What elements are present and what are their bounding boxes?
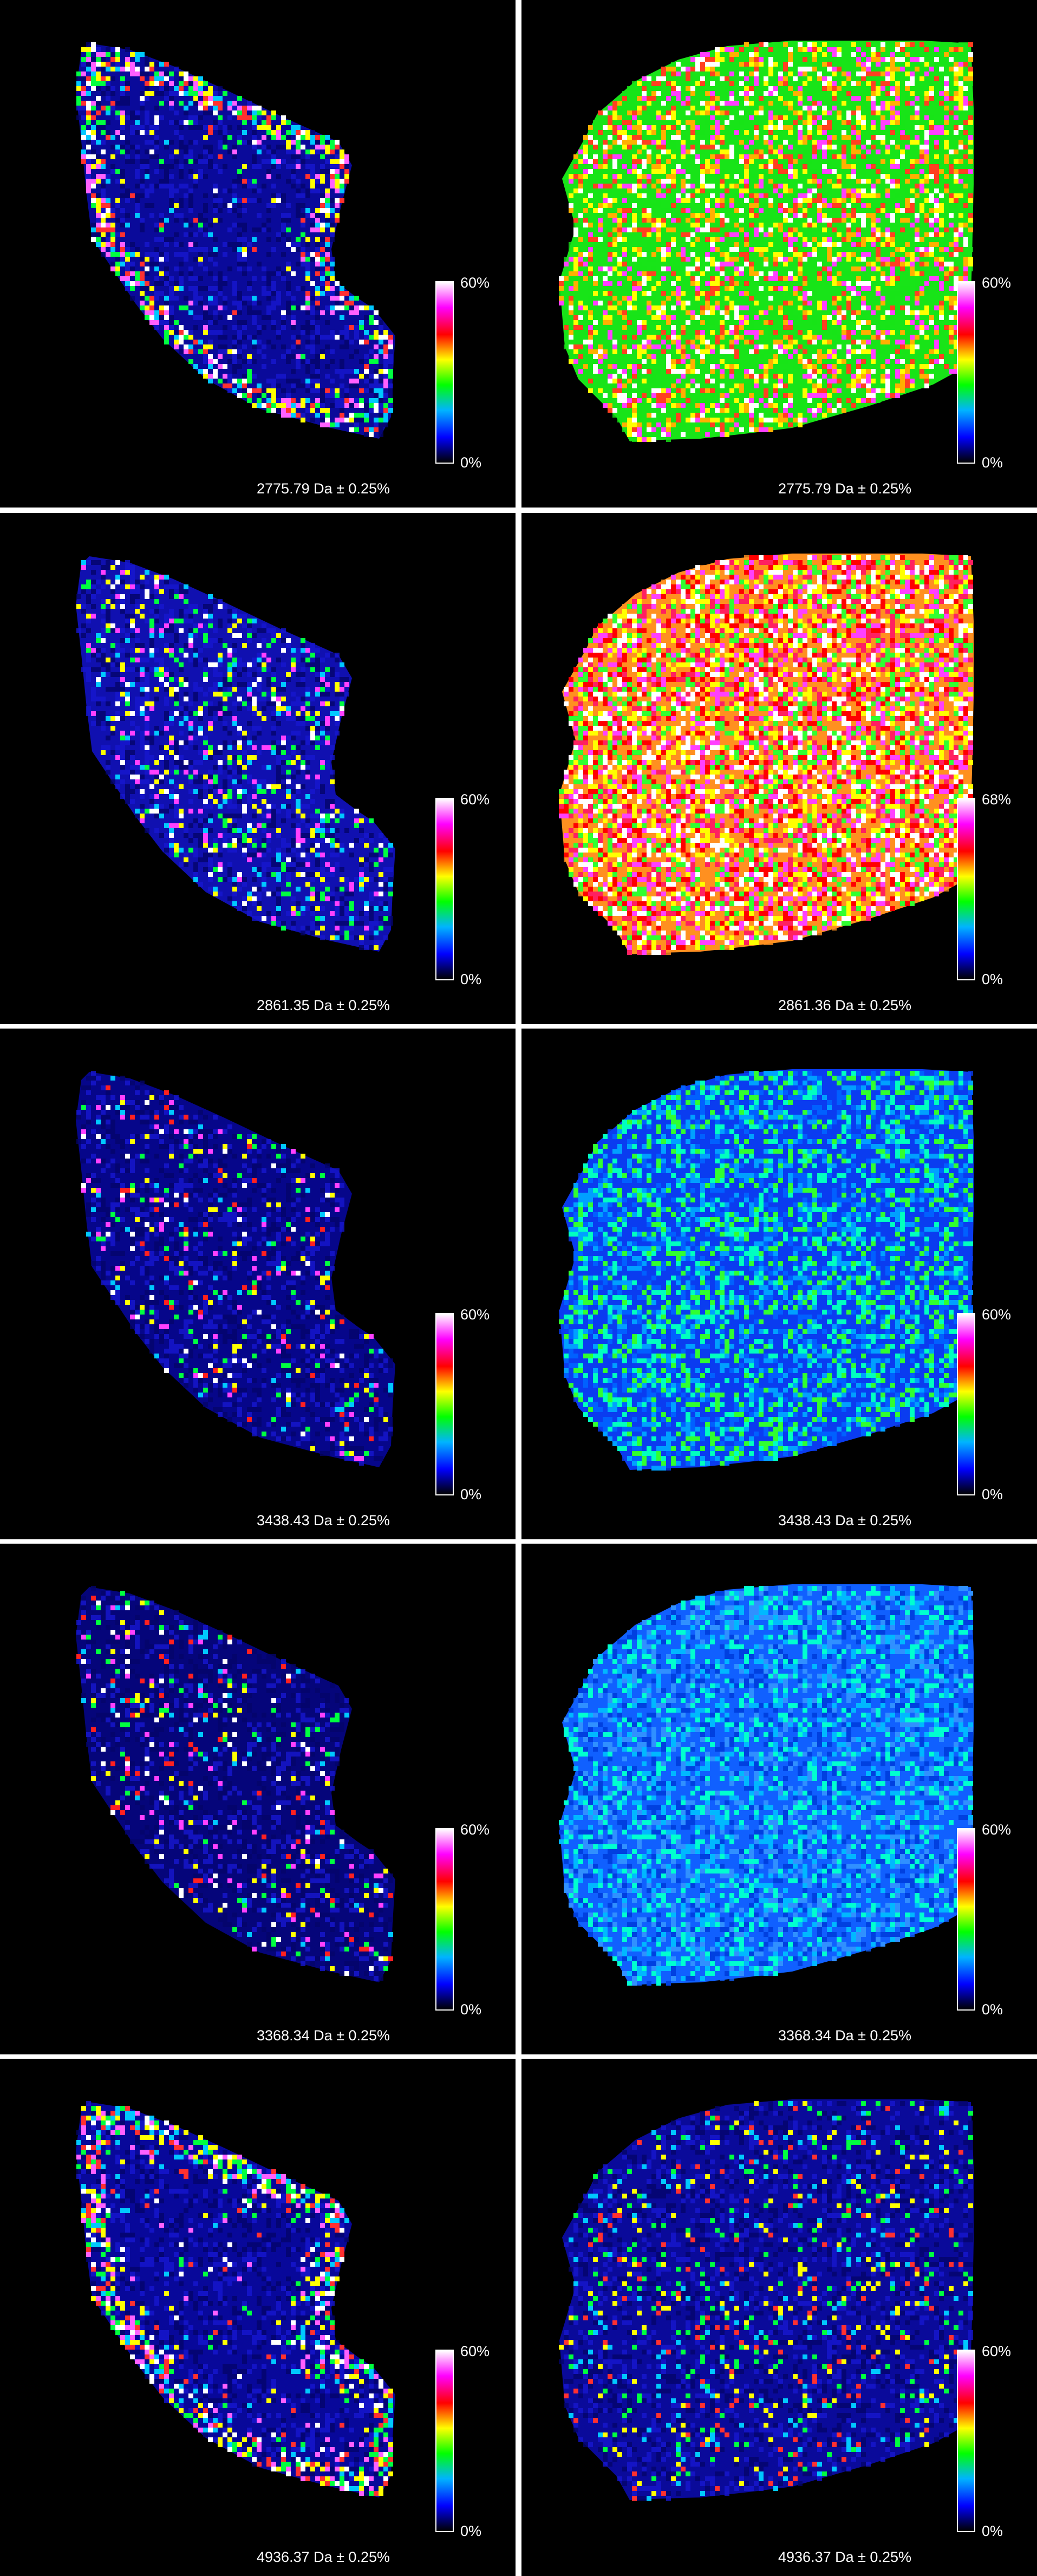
intensity-pixels bbox=[559, 42, 973, 442]
intensity-pixels bbox=[559, 555, 973, 955]
tissue-ion-map bbox=[559, 1584, 974, 1986]
colorbar-gradient bbox=[435, 798, 454, 980]
ion-image-panel: 60% 0% 2861.35 Da ± 0.25% bbox=[0, 513, 516, 1024]
mass-label: 4936.37 Da ± 0.25% bbox=[778, 2549, 911, 2566]
colorbar-max-label: 60% bbox=[982, 276, 1011, 290]
tissue-section bbox=[76, 1587, 395, 1982]
mass-label: 2861.35 Da ± 0.25% bbox=[257, 997, 390, 1014]
mass-label: 3368.34 Da ± 0.25% bbox=[778, 2027, 911, 2044]
colorbar-gradient bbox=[957, 281, 975, 464]
mass-label: 3368.34 Da ± 0.25% bbox=[257, 2027, 390, 2044]
ion-image-panel: 60% 0% 2775.79 Da ± 0.25% bbox=[0, 0, 516, 508]
intensity-pixels bbox=[76, 42, 393, 437]
mass-label: 3438.43 Da ± 0.25% bbox=[257, 1512, 390, 1529]
tissue-ion-map bbox=[76, 1586, 395, 1982]
mass-label: 3438.43 Da ± 0.25% bbox=[778, 1512, 911, 1529]
colorbar-max-label: 60% bbox=[982, 2344, 1011, 2359]
tissue-ion-map bbox=[559, 2099, 974, 2501]
intensity-pixels bbox=[76, 1071, 393, 1466]
ion-image-panel: 60% 0% 4936.37 Da ± 0.25% bbox=[0, 2059, 516, 2576]
colorbar-max-label: 60% bbox=[460, 792, 490, 807]
tissue-ion-map bbox=[76, 1071, 395, 1467]
colorbar-gradient bbox=[957, 798, 975, 980]
colorbar-gradient bbox=[435, 1313, 454, 1495]
intensity-pixels bbox=[76, 1586, 393, 1981]
tissue-ion-map bbox=[559, 1069, 974, 1471]
intensity-pixels bbox=[76, 2101, 393, 2496]
colorbar-max-label: 68% bbox=[982, 792, 1011, 807]
tissue-ion-map bbox=[559, 41, 974, 442]
colorbar-min-label: 0% bbox=[460, 2002, 481, 2017]
colorbar-min-label: 0% bbox=[982, 1487, 1003, 1502]
mass-label: 4936.37 Da ± 0.25% bbox=[257, 2549, 390, 2566]
colorbar-gradient bbox=[957, 1313, 975, 1495]
intensity-pixels bbox=[76, 560, 393, 950]
colorbar-min-label: 0% bbox=[460, 972, 481, 987]
colorbar-max-label: 60% bbox=[982, 1307, 1011, 1322]
ion-image-panel: 60% 0% 3368.34 Da ± 0.25% bbox=[521, 1544, 1037, 2054]
colorbar-min-label: 0% bbox=[460, 456, 481, 470]
tissue-ion-map bbox=[76, 556, 395, 952]
ion-image-panel: 60% 0% 3368.34 Da ± 0.25% bbox=[0, 1544, 516, 2054]
colorbar-gradient bbox=[435, 1828, 454, 2011]
ion-image-panel: 60% 0% 3438.43 Da ± 0.25% bbox=[0, 1029, 516, 1539]
tissue-ion-map bbox=[559, 554, 974, 955]
ion-image-panel: 60% 0% 3438.43 Da ± 0.25% bbox=[521, 1029, 1037, 1539]
ion-image-panel: 60% 0% 2775.79 Da ± 0.25% bbox=[521, 0, 1037, 508]
mass-label: 2775.79 Da ± 0.25% bbox=[257, 480, 390, 497]
colorbar-gradient bbox=[435, 2350, 454, 2532]
intensity-pixels bbox=[559, 2101, 973, 2501]
colorbar-min-label: 0% bbox=[460, 2524, 481, 2539]
colorbar-min-label: 0% bbox=[982, 972, 1003, 987]
colorbar-min-label: 0% bbox=[982, 2524, 1003, 2539]
colorbar-max-label: 60% bbox=[460, 276, 490, 290]
colorbar-gradient bbox=[957, 2350, 975, 2532]
colorbar-gradient bbox=[957, 1828, 975, 2011]
colorbar-gradient bbox=[435, 281, 454, 464]
tissue-ion-map bbox=[76, 42, 395, 439]
intensity-pixels bbox=[559, 1586, 973, 1986]
mass-label: 2861.36 Da ± 0.25% bbox=[778, 997, 911, 1014]
intensity-pixels bbox=[559, 1071, 973, 1471]
ion-image-panel: 60% 0% 4936.37 Da ± 0.25% bbox=[521, 2059, 1037, 2576]
mass-label: 2775.79 Da ± 0.25% bbox=[778, 480, 911, 497]
colorbar-max-label: 60% bbox=[460, 1823, 490, 1837]
colorbar-max-label: 60% bbox=[982, 1823, 1011, 1837]
colorbar-min-label: 0% bbox=[460, 1487, 481, 1502]
ion-image-panel: 68% 0% 2861.36 Da ± 0.25% bbox=[521, 513, 1037, 1024]
colorbar-max-label: 60% bbox=[460, 2344, 490, 2359]
tissue-ion-map bbox=[76, 2101, 395, 2497]
colorbar-max-label: 60% bbox=[460, 1307, 490, 1322]
colorbar-min-label: 0% bbox=[982, 456, 1003, 470]
colorbar-min-label: 0% bbox=[982, 2002, 1003, 2017]
